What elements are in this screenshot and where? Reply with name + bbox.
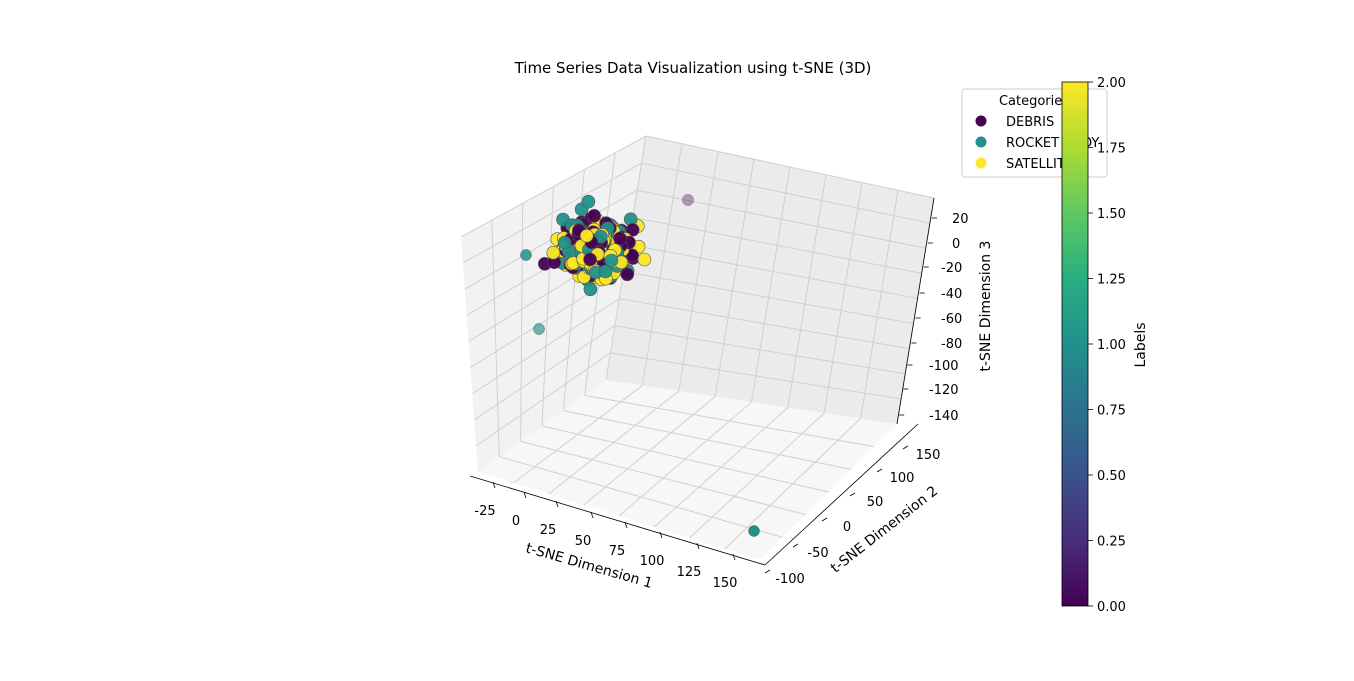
y-tick-mark (876, 468, 883, 473)
legend-label-debris: DEBRIS (1006, 115, 1054, 130)
z-tick-label: 20 (952, 212, 969, 227)
y-axis-line (764, 423, 919, 566)
scatter-point (598, 264, 613, 279)
scatter-point (546, 246, 561, 260)
y-tick-mark (849, 492, 856, 497)
y-tick-label: 100 (890, 471, 915, 486)
floor-pane (478, 380, 897, 560)
z-tick-label: -20 (941, 261, 962, 276)
colorbar-tick-label: 0.75 (1097, 404, 1126, 419)
legend-marker-rocket-body (975, 136, 987, 148)
x-tick-mark (492, 481, 496, 489)
scatter-point (625, 223, 640, 237)
x-tick-mark (696, 542, 700, 550)
x-tick-label: 0 (512, 514, 520, 529)
x-tick-label: 75 (609, 544, 626, 559)
z-tick-label: -40 (941, 287, 962, 302)
colorbar-tick-label: 0.50 (1097, 469, 1126, 484)
scatter-point (583, 252, 597, 267)
colorbar-ticks: 0.00 0.25 0.50 0.75 1.00 1.25 1.50 1.75 2.00 (1088, 76, 1126, 615)
y-tick-mark (902, 445, 909, 450)
y-tick-mark (764, 569, 771, 574)
colorbar-tick-label: 1.75 (1097, 142, 1126, 157)
colorbar-tick-label: 1.25 (1097, 273, 1126, 288)
scatter-point (583, 282, 598, 297)
x-tick-label: 150 (713, 576, 738, 591)
x-axis-line (469, 475, 766, 566)
scatter-point (613, 231, 627, 246)
legend-label-satellite: SATELLITE (1006, 157, 1073, 172)
legend-title: Categories (999, 94, 1069, 109)
z-tick-label: -60 (941, 312, 962, 327)
scatter-outlier-point (748, 525, 760, 537)
legend-marker-satellite (975, 157, 987, 169)
x-tick-label: 50 (575, 534, 592, 549)
scatter-point (581, 194, 596, 209)
scatter-point (557, 235, 572, 250)
scatter-outliers (520, 194, 760, 537)
scatter-cluster (537, 194, 652, 297)
colorbar-tick-label: 2.00 (1097, 76, 1126, 91)
z-tick-label: -100 (929, 359, 959, 374)
y-tick-label: 50 (867, 495, 884, 510)
y-tick-label: 0 (843, 520, 851, 535)
legend-marker-debris (975, 115, 987, 127)
colorbar-tick-label: 0.00 (1097, 600, 1126, 615)
colorbar-tick-label: 1.50 (1097, 207, 1126, 222)
x-tick-label: 100 (640, 554, 665, 569)
z-tick-label: -80 (941, 337, 962, 352)
back-pane (606, 136, 934, 424)
scatter-point (587, 209, 602, 223)
y-tick-label: 150 (916, 448, 941, 463)
z-axis-line (896, 197, 935, 425)
x-tick-label: -25 (474, 504, 495, 519)
x-tick-mark (555, 500, 559, 508)
x-tick-mark (659, 531, 663, 539)
x-tick-mark (523, 491, 527, 499)
scatter-outlier-point (682, 194, 694, 206)
x-tick-label: 25 (540, 523, 557, 538)
scatter-outlier-point (533, 323, 545, 335)
y-tick-mark (821, 517, 828, 522)
scatter-point (579, 229, 594, 243)
z-tick-label: -140 (929, 409, 959, 424)
scatter-point (620, 267, 635, 282)
y-tick-label: -50 (807, 546, 828, 561)
colorbar-tick-label: 1.00 (1097, 338, 1126, 353)
colorbar-gradient (1061, 81, 1089, 607)
x-tick-label: 125 (677, 565, 702, 580)
x-tick-mark (624, 521, 628, 529)
x-tick-mark (590, 511, 594, 519)
z-tick-label: 0 (952, 237, 960, 252)
y-tick-mark (792, 543, 799, 548)
chart-title: Time Series Data Visualization using t-S… (514, 59, 872, 77)
x-axis-ticks: -25 0 25 50 75 100 125 150 (474, 481, 738, 591)
colorbar-label: Labels (1133, 322, 1149, 367)
colorbar-tick-label: 0.25 (1097, 535, 1126, 550)
scatter-point (604, 253, 619, 268)
axes-3d (460, 135, 935, 566)
y-tick-label: -100 (775, 572, 805, 587)
colorbar: 0.00 0.25 0.50 0.75 1.00 1.25 1.50 1.75 2.00 Lab… (1061, 76, 1149, 615)
x-tick-mark (732, 553, 736, 561)
scatter-outlier-point (520, 249, 532, 261)
scatter-point (637, 252, 652, 267)
z-tick-label: -120 (929, 383, 959, 398)
z-axis-ticks: 20 0 -20 -40 -60 -80 -100 -120 -140 (899, 212, 969, 424)
z-axis-label: t-SNE Dimension 3 (978, 241, 994, 372)
